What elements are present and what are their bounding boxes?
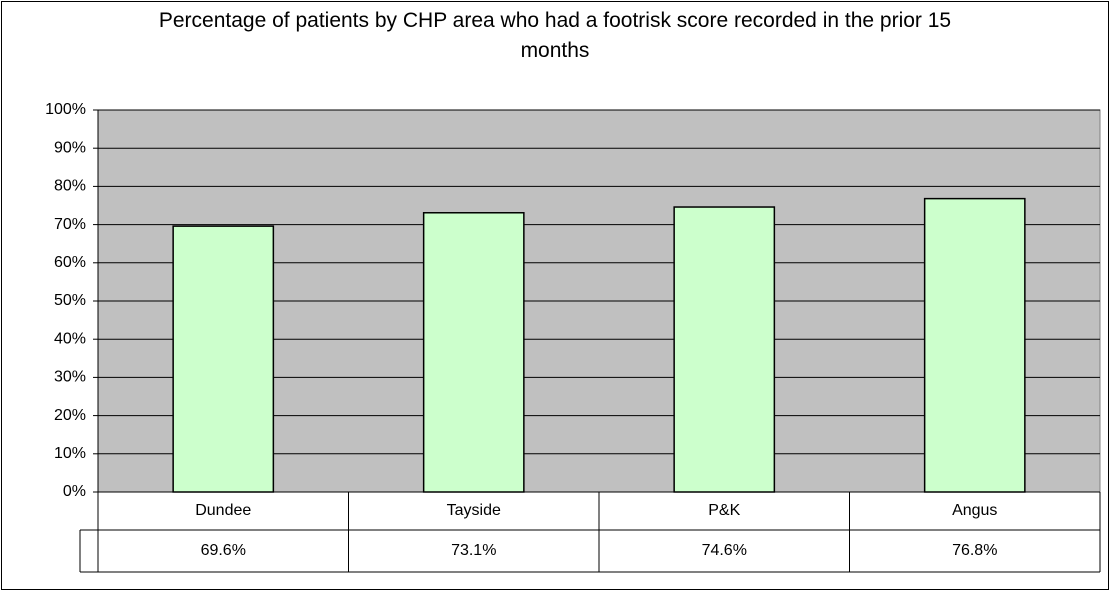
- y-tick-label: 90%: [54, 139, 86, 156]
- bar: [673, 206, 776, 493]
- table-value: 74.6%: [702, 542, 747, 559]
- y-tick-label: 0%: [63, 483, 86, 500]
- bar: [422, 212, 525, 493]
- y-tick-label: 80%: [54, 178, 86, 195]
- table-value: 73.1%: [451, 542, 496, 559]
- x-tick-label: Tayside: [447, 502, 501, 519]
- y-tick-label: 60%: [54, 254, 86, 271]
- x-tick-label: Dundee: [195, 502, 251, 519]
- x-tick-label: P&K: [708, 502, 740, 519]
- y-tick-label: 100%: [45, 101, 86, 118]
- y-tick-label: 40%: [54, 330, 86, 347]
- y-tick-label: 20%: [54, 407, 86, 424]
- table-value: 76.8%: [952, 542, 997, 559]
- y-tick-label: 10%: [54, 445, 86, 462]
- y-tick-label: 70%: [54, 216, 86, 233]
- table-value: 69.6%: [201, 542, 246, 559]
- bar: [923, 197, 1026, 493]
- bar: [172, 225, 275, 493]
- y-tick-label: 30%: [54, 369, 86, 386]
- y-tick-label: 50%: [54, 292, 86, 309]
- x-tick-label: Angus: [952, 502, 997, 519]
- chart-title: Percentage of patients by CHP area who h…: [158, 9, 952, 62]
